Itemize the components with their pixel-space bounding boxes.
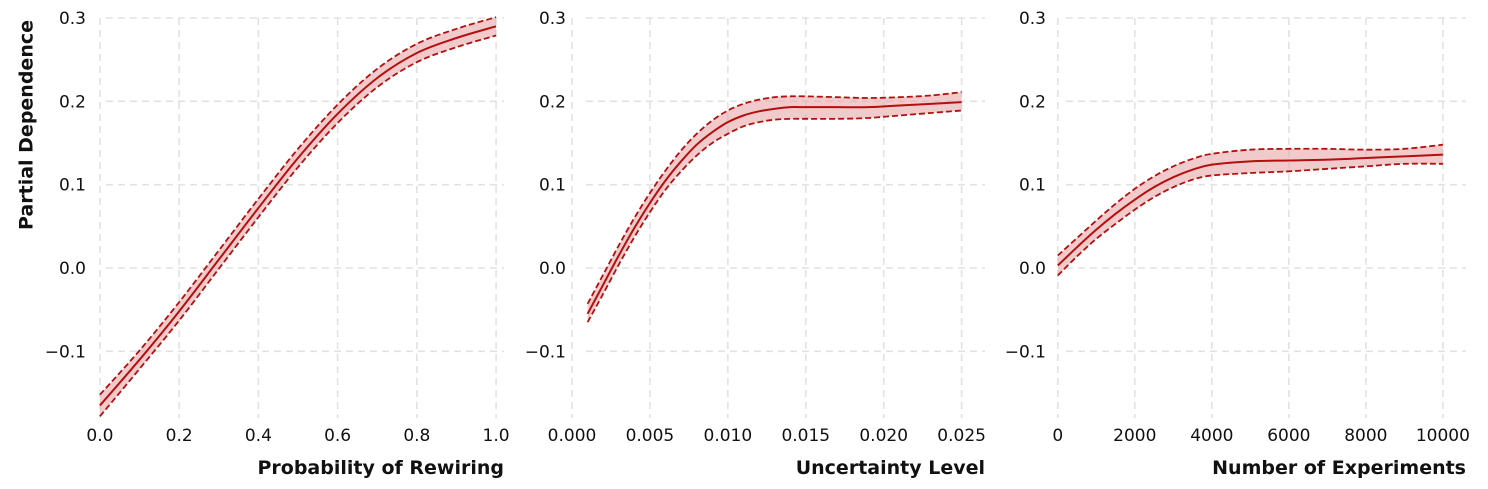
x-axis-title: Uncertainty Level <box>796 457 985 479</box>
x-tick-label: 6000 <box>1267 426 1310 446</box>
y-tick-label: 0.2 <box>539 92 566 112</box>
confidence-band <box>587 92 962 323</box>
y-axis-title-group: Partial Dependence <box>16 20 38 230</box>
y-tick-label: 0.1 <box>59 176 86 196</box>
panel-number-of-experiments: 0 2000 4000 6000 8000 10000 −0.1 0.0 0.1 0.2 0.3 Nu… <box>1005 9 1470 479</box>
y-tick-label: 0.2 <box>1019 92 1046 112</box>
y-tick-label: −0.1 <box>525 342 566 362</box>
x-tick-label: 0.0 <box>86 426 113 446</box>
x-tick-label: 0.4 <box>245 426 272 446</box>
y-tick-label: 0.3 <box>59 9 86 29</box>
x-axis-title: Number of Experiments <box>1212 457 1466 479</box>
x-tick-label: 0.8 <box>403 426 430 446</box>
x-tick-label: 0.000 <box>548 426 597 446</box>
x-tick-label: 0.025 <box>937 426 986 446</box>
x-tick-label: 0.005 <box>626 426 675 446</box>
x-tick-label: 4000 <box>1190 426 1233 446</box>
y-tick-label: 0.0 <box>539 259 566 279</box>
y-tick-label: 0.0 <box>59 259 86 279</box>
x-tick-label: 0.2 <box>166 426 193 446</box>
panel-probability-of-rewiring: 0.0 0.2 0.4 0.6 0.8 1.0 −0.1 0.0 0.1 0.2 0.3 Probab… <box>45 9 510 479</box>
y-tick-label: 0.2 <box>59 92 86 112</box>
y-tick-label: −0.1 <box>45 342 86 362</box>
lower-bound-line <box>99 34 497 417</box>
x-tick-label: 2000 <box>1113 426 1156 446</box>
x-tick-label: 1.0 <box>483 426 510 446</box>
upper-bound-line <box>99 16 497 396</box>
y-tick-label: 0.1 <box>1019 176 1046 196</box>
x-tick-label: 0.010 <box>704 426 753 446</box>
upper-bound-line <box>586 91 962 305</box>
x-tick-label: 8000 <box>1344 426 1387 446</box>
y-tick-label: 0.3 <box>539 9 566 29</box>
x-axis-title: Probability of Rewiring <box>257 457 504 479</box>
confidence-band <box>1057 144 1443 276</box>
y-tick-label: 0.0 <box>1019 259 1046 279</box>
x-tick-label: 0.020 <box>859 426 908 446</box>
x-tick-label: 0.6 <box>324 426 351 446</box>
lower-bound-line <box>1057 162 1443 277</box>
y-axis-title: Partial Dependence <box>16 20 38 230</box>
upper-bound-line <box>1057 143 1443 257</box>
mean-line <box>1057 153 1443 267</box>
mean-line <box>586 101 962 315</box>
x-tick-label: 0.015 <box>781 426 830 446</box>
x-tick-label: 10000 <box>1416 426 1470 446</box>
lower-bound-line <box>586 109 962 323</box>
x-tick-label: 0 <box>1052 426 1063 446</box>
mean-line <box>99 25 497 407</box>
panel-uncertainty-level: 0.000 0.005 0.010 0.015 0.020 0.025 −0.1 0.0 0.1… <box>525 9 986 479</box>
confidence-band <box>99 17 497 417</box>
y-tick-label: 0.3 <box>1019 9 1046 29</box>
y-tick-label: 0.1 <box>539 176 566 196</box>
y-tick-label: −0.1 <box>1005 342 1046 362</box>
